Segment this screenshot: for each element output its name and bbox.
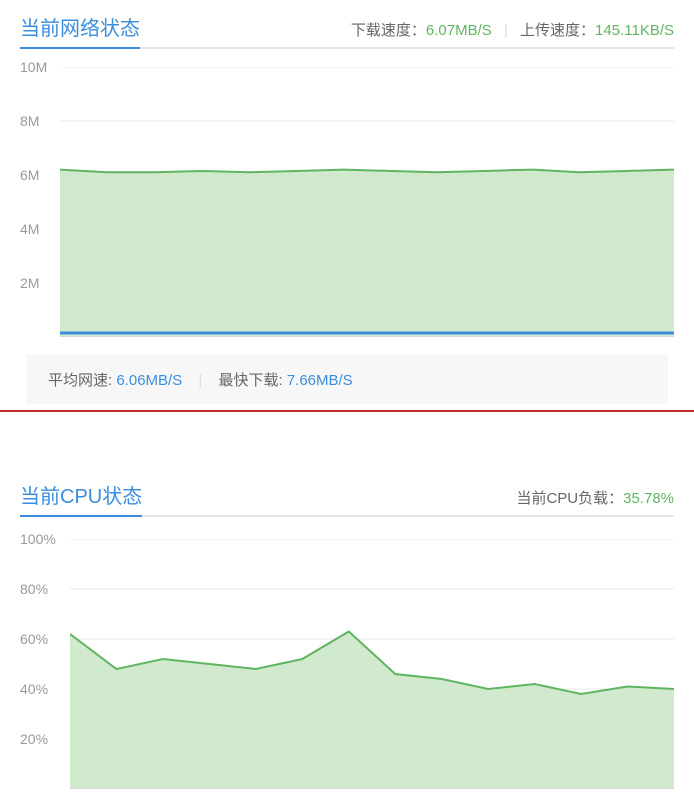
y-axis-label: 2M [20,275,39,291]
y-axis-label: 20% [20,731,48,747]
cpu-header: 当前CPU状态 当前CPU负载：35.78% [20,480,674,517]
network-panel: 当前网络状态 下载速度：6.07MB/S | 上传速度：145.11KB/S 1… [0,0,694,404]
cpu-stats: 当前CPU负载：35.78% [516,487,674,508]
y-axis-label: 4M [20,221,39,237]
cpu-load-label: 当前CPU负载： [516,490,623,507]
network-chart: 10M8M6M4M2M [20,67,674,337]
download-value: 6.07MB/S [426,22,492,39]
cpu-title: 当前CPU状态 [20,480,142,517]
network-title: 当前网络状态 [20,12,140,49]
avg-speed-value: 6.06MB/S [116,372,182,389]
network-stats: 下载速度：6.07MB/S | 上传速度：145.11KB/S [351,19,674,40]
max-download-label: 最快下载: [218,372,286,389]
y-axis-label: 10M [20,59,47,75]
upload-value: 145.11KB/S [595,22,674,39]
y-axis-label: 8M [20,113,39,129]
y-axis-label: 60% [20,631,48,647]
cpu-load-value: 35.78% [623,490,674,507]
y-axis-label: 40% [20,681,48,697]
stat-separator: | [198,372,202,389]
y-axis-label: 80% [20,581,48,597]
avg-speed-label: 平均网速: [48,372,116,389]
y-axis-label: 100% [20,531,56,547]
y-axis-label: 6M [20,167,39,183]
spacer [0,412,694,468]
download-label: 下载速度： [351,22,426,39]
network-header: 当前网络状态 下载速度：6.07MB/S | 上传速度：145.11KB/S [20,12,674,49]
network-summary-bar: 平均网速: 6.06MB/S | 最快下载: 7.66MB/S [26,355,668,404]
cpu-panel: 当前CPU状态 当前CPU负载：35.78% 100% 80% 60% 40% 20% [0,468,694,789]
upload-label: 上传速度： [520,22,595,39]
cpu-chart: 100%80%60%40%20% [20,539,674,789]
stat-separator: | [504,22,508,39]
max-download-value: 7.66MB/S [287,372,353,389]
